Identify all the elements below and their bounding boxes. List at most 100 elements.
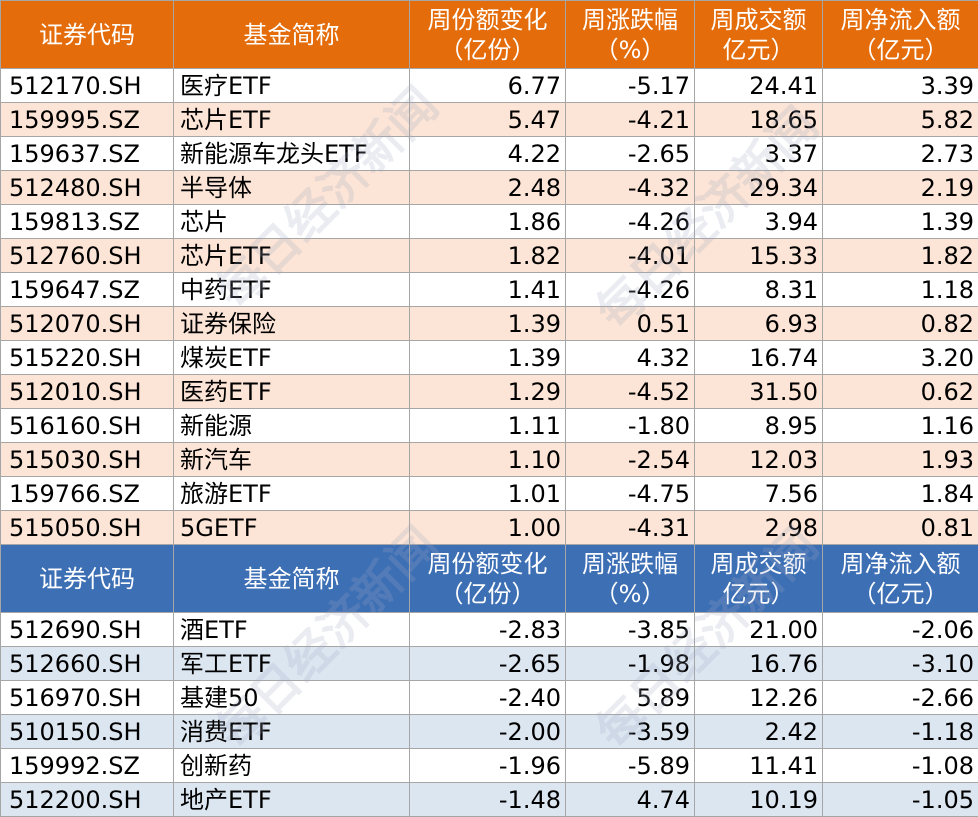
turnover-cell: 3.37	[694, 136, 823, 171]
inflow-cell: 1.18	[822, 272, 978, 307]
turnover-cell: 8.95	[694, 408, 823, 443]
turnover-cell: 7.56	[694, 476, 823, 511]
share-change-cell: 1.11	[409, 408, 566, 443]
code-cell: 512010.SH	[0, 374, 174, 409]
header-turnover: 周成交额 亿元）	[694, 0, 823, 69]
name-cell: 基建50	[173, 680, 410, 715]
name-cell: 新汽车	[173, 442, 410, 477]
share-change-cell: 1.82	[409, 238, 566, 273]
share-change-cell: 1.00	[409, 510, 566, 545]
inflow-cell: -2.66	[822, 680, 978, 715]
name-cell: 证券保险	[173, 306, 410, 341]
code-cell: 512480.SH	[0, 170, 174, 205]
inflow-cell: -1.05	[822, 782, 978, 817]
pct-cell: 5.89	[565, 680, 695, 715]
turnover-cell: 2.42	[694, 714, 823, 749]
pct-cell: -3.59	[565, 714, 695, 749]
name-cell: 新能源车龙头ETF	[173, 136, 410, 171]
code-cell: 159647.SZ	[0, 272, 174, 307]
table-row: 516160.SH 新能源 1.11 -1.80 8.95 1.16	[0, 408, 978, 443]
table-row: 512480.SH 半导体 2.48 -4.32 29.34 2.19	[0, 170, 978, 205]
table-row: 512200.SH 地产ETF -1.48 4.74 10.19 -1.05	[0, 782, 978, 817]
share-change-cell: 5.47	[409, 102, 566, 137]
pct-cell: 4.32	[565, 340, 695, 375]
code-cell: 515050.SH	[0, 510, 174, 545]
pct-cell: -2.65	[565, 136, 695, 171]
header-name: 基金简称	[173, 544, 410, 613]
turnover-cell: 8.31	[694, 272, 823, 307]
code-cell: 159992.SZ	[0, 748, 174, 783]
code-cell: 512760.SH	[0, 238, 174, 273]
table-row: 510150.SH 消费ETF -2.00 -3.59 2.42 -1.18	[0, 714, 978, 749]
share-change-cell: 1.86	[409, 204, 566, 239]
turnover-cell: 21.00	[694, 612, 823, 647]
pct-cell: 4.74	[565, 782, 695, 817]
table-row: 515220.SH 煤炭ETF 1.39 4.32 16.74 3.20	[0, 340, 978, 375]
table-row: 515030.SH 新汽车 1.10 -2.54 12.03 1.93	[0, 442, 978, 477]
pct-cell: -4.21	[565, 102, 695, 137]
name-cell: 新能源	[173, 408, 410, 443]
header-name: 基金简称	[173, 0, 410, 69]
name-cell: 半导体	[173, 170, 410, 205]
table-row: 515050.SH 5GETF 1.00 -4.31 2.98 0.81	[0, 510, 978, 545]
pct-cell: -4.75	[565, 476, 695, 511]
table-row: 512170.SH 医疗ETF 6.77 -5.17 24.41 3.39	[0, 68, 978, 103]
inflow-cell: 0.82	[822, 306, 978, 341]
share-change-cell: 1.01	[409, 476, 566, 511]
code-cell: 512690.SH	[0, 612, 174, 647]
inflow-cell: 1.82	[822, 238, 978, 273]
table-row: 512070.SH 证券保险 1.39 0.51 6.93 0.82	[0, 306, 978, 341]
pct-cell: -1.98	[565, 646, 695, 681]
inflow-cell: 1.84	[822, 476, 978, 511]
name-cell: 煤炭ETF	[173, 340, 410, 375]
pct-cell: -4.26	[565, 204, 695, 239]
header-code: 证券代码	[0, 544, 174, 613]
table-row: 512690.SH 酒ETF -2.83 -3.85 21.00 -2.06	[0, 612, 978, 647]
table-row: 159992.SZ 创新药 -1.96 -5.89 11.41 -1.08	[0, 748, 978, 783]
inflow-cell: 0.62	[822, 374, 978, 409]
table-row: 512010.SH 医药ETF 1.29 -4.52 31.50 0.62	[0, 374, 978, 409]
pct-cell: -4.26	[565, 272, 695, 307]
name-cell: 创新药	[173, 748, 410, 783]
header-inflow: 周净流入额 （亿元）	[822, 0, 978, 69]
turnover-cell: 18.65	[694, 102, 823, 137]
table-row: 159637.SZ 新能源车龙头ETF 4.22 -2.65 3.37 2.73	[0, 136, 978, 171]
header-turnover: 周成交额 亿元）	[694, 544, 823, 613]
share-change-cell: -2.83	[409, 612, 566, 647]
share-change-cell: -2.00	[409, 714, 566, 749]
code-cell: 512200.SH	[0, 782, 174, 817]
turnover-cell: 3.94	[694, 204, 823, 239]
table-row: 159766.SZ 旅游ETF 1.01 -4.75 7.56 1.84	[0, 476, 978, 511]
name-cell: 中药ETF	[173, 272, 410, 307]
bottom-etf-table: 证券代码 基金简称 周份额变化 （亿份） 周涨跌幅 （%） 周成交额 亿元） 周净流入…	[0, 544, 978, 817]
share-change-cell: -1.96	[409, 748, 566, 783]
share-change-cell: 1.39	[409, 306, 566, 341]
share-change-cell: 1.29	[409, 374, 566, 409]
turnover-cell: 29.34	[694, 170, 823, 205]
code-cell: 510150.SH	[0, 714, 174, 749]
table-row: 512660.SH 军工ETF -2.65 -1.98 16.76 -3.10	[0, 646, 978, 681]
turnover-cell: 11.41	[694, 748, 823, 783]
header-pct: 周涨跌幅 （%）	[565, 544, 695, 613]
code-cell: 512170.SH	[0, 68, 174, 103]
code-cell: 159766.SZ	[0, 476, 174, 511]
inflow-cell: 1.16	[822, 408, 978, 443]
turnover-cell: 12.26	[694, 680, 823, 715]
name-cell: 芯片ETF	[173, 102, 410, 137]
code-cell: 159637.SZ	[0, 136, 174, 171]
inflow-cell: 3.39	[822, 68, 978, 103]
name-cell: 消费ETF	[173, 714, 410, 749]
inflow-cell: 3.20	[822, 340, 978, 375]
share-change-cell: 1.39	[409, 340, 566, 375]
pct-cell: -4.31	[565, 510, 695, 545]
inflow-cell: 0.81	[822, 510, 978, 545]
inflow-cell: 2.19	[822, 170, 978, 205]
pct-cell: -4.32	[565, 170, 695, 205]
share-change-cell: 1.10	[409, 442, 566, 477]
header-inflow: 周净流入额 （亿元）	[822, 544, 978, 613]
share-change-cell: 6.77	[409, 68, 566, 103]
code-cell: 516160.SH	[0, 408, 174, 443]
turnover-cell: 31.50	[694, 374, 823, 409]
bottom-header-row: 证券代码 基金简称 周份额变化 （亿份） 周涨跌幅 （%） 周成交额 亿元） 周净流入…	[0, 544, 978, 613]
inflow-cell: -1.08	[822, 748, 978, 783]
